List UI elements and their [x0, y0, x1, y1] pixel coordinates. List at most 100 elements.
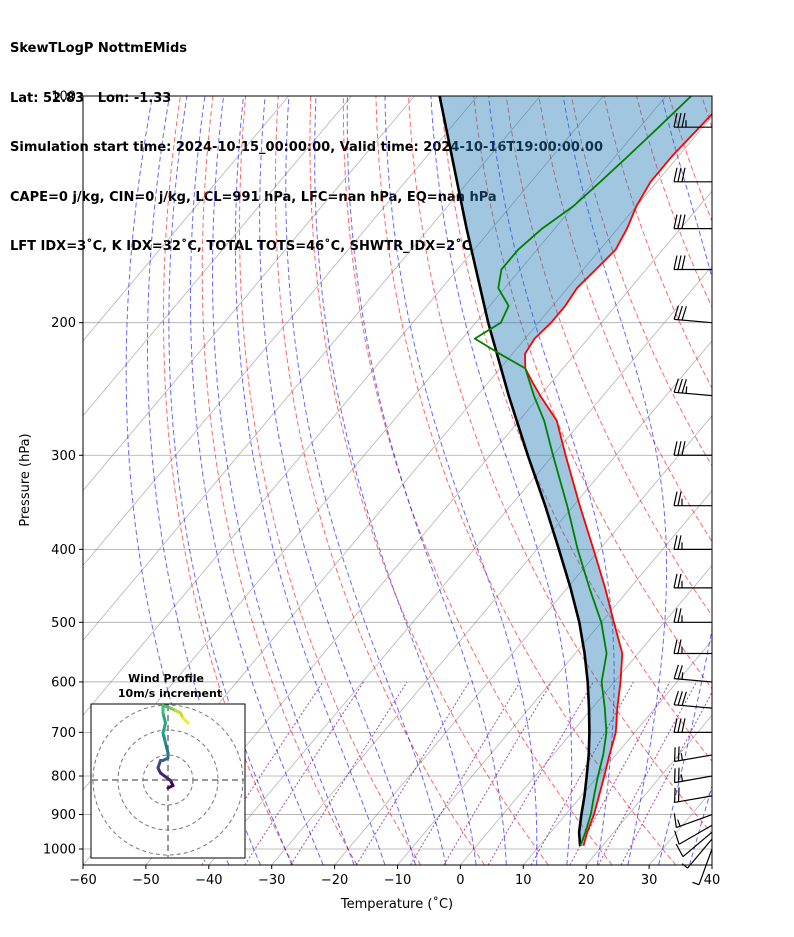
- wind-barb: [673, 813, 713, 829]
- y-tick-label: 200: [51, 316, 76, 331]
- hodograph-segment: [164, 741, 170, 755]
- dry-adiabat: [473, 96, 712, 690]
- cin-shading: [439, 96, 712, 846]
- y-tick-label: 600: [51, 675, 76, 690]
- dry-adiabat: [538, 96, 712, 543]
- isotherm-line: [648, 789, 712, 865]
- dry-adiabat: [201, 96, 358, 865]
- wind-barb: [674, 824, 713, 845]
- y-tick-label: 900: [51, 808, 76, 823]
- isotherm-line: [208, 265, 712, 865]
- isotherm-line: [83, 96, 289, 342]
- mixing-ratio-line: [244, 681, 365, 865]
- x-tick-label: 20: [578, 873, 595, 888]
- moist-adiabat: [314, 96, 477, 865]
- chart-header: SkewTLogP NottmEMids Lat: 52.83 Lon: -1.…: [10, 8, 603, 272]
- hodograph-segment: [159, 771, 172, 782]
- moist-adiabat: [189, 96, 324, 865]
- x-tick-label: 10: [515, 873, 532, 888]
- y-tick-label: 700: [51, 726, 76, 741]
- moist-adiabat: [285, 96, 447, 865]
- dry-adiabat: [408, 96, 712, 835]
- moist-adiabat: [259, 96, 417, 865]
- wind-barb: [673, 664, 713, 683]
- hodograph-subtitle: 10m/s increment: [118, 687, 222, 700]
- wind-barb: [673, 639, 712, 655]
- y-tick-label: 1000: [43, 843, 76, 858]
- wind-barb: [673, 441, 712, 456]
- wind-barb: [673, 718, 712, 733]
- moist-adiabat: [168, 96, 293, 865]
- isotherm-line: [145, 190, 712, 865]
- dry-adiabat: [636, 96, 712, 309]
- wind-barb: [673, 573, 712, 589]
- mixing-ratio-line: [443, 681, 553, 865]
- hodograph-segment: [161, 721, 167, 735]
- wind-barb: [681, 838, 713, 869]
- wind-barb: [673, 787, 713, 804]
- y-axis-label: Pressure (hPa): [18, 433, 33, 526]
- parcel-line: [438, 96, 591, 847]
- wind-barb: [673, 767, 713, 784]
- moist-adiabat: [346, 96, 507, 865]
- dewpoint-line: [473, 96, 692, 847]
- wind-barb: [673, 167, 712, 183]
- dry-adiabat: [342, 96, 613, 865]
- wind-barb: [692, 848, 713, 886]
- wind-barb: [673, 690, 713, 709]
- y-tick-label: 400: [51, 543, 76, 558]
- x-tick-label: −10: [384, 873, 411, 888]
- x-tick-label: −50: [132, 873, 159, 888]
- y-tick-label: 300: [51, 449, 76, 464]
- dry-adiabat: [162, 96, 294, 865]
- dry-adiabat: [734, 96, 794, 865]
- isotherm-line: [523, 639, 712, 865]
- moist-adiabat: [658, 96, 712, 865]
- isotherm-line: [711, 864, 712, 865]
- moist-adiabat: [689, 784, 712, 865]
- moist-adiabat: [562, 96, 668, 865]
- dry-adiabat: [668, 96, 712, 223]
- isotherm-line: [397, 489, 712, 865]
- x-tick-label: −40: [195, 873, 222, 888]
- hodograph-title: Wind Profile: [128, 672, 204, 685]
- x-tick-label: 40: [704, 873, 721, 888]
- moist-adiabat: [384, 96, 538, 865]
- isotherm-line: [271, 340, 712, 865]
- wind-barb: [673, 378, 713, 397]
- mixing-ratio-line: [290, 681, 408, 865]
- y-tick-label: 100: [51, 90, 76, 105]
- mixing-ratio-line: [355, 681, 470, 865]
- dry-adiabat: [274, 96, 486, 865]
- wind-barb: [673, 535, 712, 550]
- wind-barb: [673, 214, 712, 230]
- temperature-line: [524, 112, 712, 846]
- isotherm-line: [460, 564, 712, 865]
- mixing-ratio-line: [620, 691, 712, 865]
- y-tick-label: 500: [51, 616, 76, 631]
- chart-title: SkewTLogP NottmEMids: [10, 41, 188, 56]
- x-axis-label: Temperature (˚C): [340, 896, 453, 912]
- x-tick-label: −60: [69, 873, 96, 888]
- mixing-ratio-line: [409, 681, 521, 865]
- dry-adiabat: [375, 96, 677, 865]
- hodograph-segment: [161, 731, 167, 745]
- moist-adiabat: [212, 96, 355, 865]
- x-tick-label: −30: [258, 873, 285, 888]
- indices-text-1: CAPE=0 j/kg, CIN=0 j/kg, LCL=991 hPa, LF…: [10, 189, 497, 205]
- mixing-ratio-line: [530, 681, 634, 865]
- x-tick-label: −20: [321, 873, 348, 888]
- y-tick-label: 800: [51, 770, 76, 785]
- wind-barb: [673, 255, 712, 271]
- mixing-ratio-line: [569, 681, 671, 865]
- hodograph-segment: [161, 711, 167, 725]
- x-tick-label: 30: [641, 873, 658, 888]
- isotherm-line: [83, 96, 604, 716]
- moist-adiabat: [720, 96, 794, 865]
- wind-barb: [673, 113, 712, 128]
- moist-adiabat: [234, 96, 386, 865]
- isotherm-line: [334, 415, 712, 865]
- dry-adiabat: [767, 96, 794, 865]
- isotherm-line: [83, 96, 415, 492]
